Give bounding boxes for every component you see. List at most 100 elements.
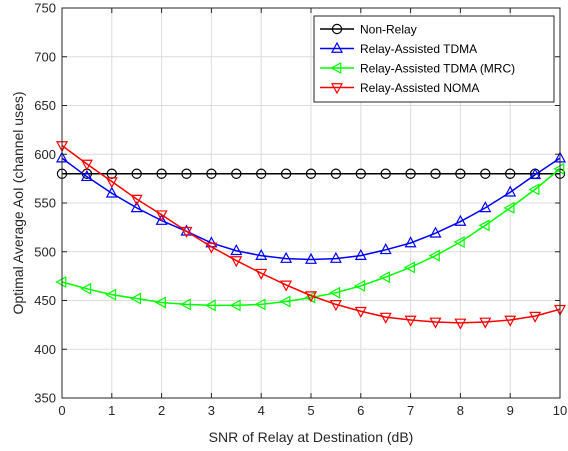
legend-marker	[330, 61, 342, 75]
y-tick-label: 400	[34, 342, 56, 357]
legend-item: Non-Relay	[320, 23, 417, 37]
data-point	[179, 298, 191, 311]
data-point	[230, 256, 243, 268]
data-point	[155, 210, 168, 222]
legend-marker	[331, 23, 343, 35]
data-point	[430, 168, 441, 179]
series-3	[55, 141, 567, 330]
data-point	[304, 252, 318, 264]
data-point	[504, 185, 517, 197]
data-point	[455, 168, 466, 179]
legend-label: Relay-Assisted TDMA	[360, 42, 477, 56]
data-point	[504, 315, 517, 327]
data-point	[279, 295, 291, 308]
x-tick-label: 7	[407, 403, 414, 418]
data-point	[280, 168, 292, 179]
series-line	[61, 144, 561, 324]
data-point	[453, 235, 465, 249]
data-point	[255, 268, 268, 280]
data-point	[429, 317, 442, 329]
legend-marker	[330, 41, 344, 53]
data-point	[505, 168, 516, 179]
data-point	[180, 226, 193, 239]
x-tick-label: 0	[58, 403, 65, 418]
legend-label: Relay-Assisted NOMA	[360, 81, 479, 95]
y-tick-label: 700	[34, 49, 56, 64]
data-point	[403, 261, 415, 274]
data-point	[129, 292, 142, 305]
data-point	[230, 244, 243, 256]
data-point	[255, 248, 268, 260]
data-point	[280, 280, 293, 292]
data-point	[254, 298, 266, 311]
data-point	[380, 168, 391, 179]
data-point	[429, 226, 442, 238]
data-point	[329, 286, 341, 299]
x-tick-label: 5	[307, 403, 314, 418]
data-point	[355, 168, 366, 179]
y-tick-label: 750	[34, 1, 56, 16]
data-point	[553, 162, 565, 175]
data-point	[503, 201, 515, 214]
data-point	[329, 251, 342, 263]
x-tick-label: 9	[507, 403, 514, 418]
data-point	[155, 213, 168, 225]
data-point	[156, 168, 167, 179]
x-tick-label: 10	[553, 403, 567, 418]
x-tick-label: 1	[108, 403, 115, 418]
data-point	[55, 275, 67, 288]
y-tick-label: 600	[34, 147, 56, 162]
data-point	[529, 167, 542, 180]
data-point	[231, 168, 242, 179]
series-2	[55, 162, 565, 312]
y-tick-label: 450	[34, 293, 56, 308]
legend-label: Relay-Assisted TDMA (MRC)	[360, 62, 515, 76]
data-point	[205, 242, 218, 254]
legend-item: Relay-Assisted TDMA (MRC)	[320, 62, 515, 76]
data-point	[528, 183, 540, 196]
y-tick-label: 350	[34, 391, 56, 406]
data-point	[354, 248, 367, 260]
axis-ticks: 0 1 2 3 4 5 6 7 8 9 10 350 400 450 500 550 600 650 700 750	[34, 1, 567, 419]
data-point	[305, 168, 317, 179]
data-point	[131, 168, 142, 179]
legend-item: Relay-Assisted TDMA	[320, 41, 477, 56]
data-point	[256, 168, 267, 179]
data-point	[204, 299, 216, 312]
data-point	[154, 296, 166, 309]
data-point	[206, 168, 217, 179]
data-point	[378, 271, 391, 284]
data-point	[529, 311, 542, 323]
data-point	[405, 168, 416, 179]
y-tick-label: 500	[34, 244, 56, 259]
data-point	[130, 201, 143, 213]
legend-item: Relay-Assisted NOMA	[320, 81, 479, 95]
data-point	[454, 318, 467, 330]
y-tick-label: 550	[34, 196, 56, 211]
data-point	[354, 279, 366, 292]
legend-marker	[330, 83, 344, 95]
x-tick-label: 2	[158, 403, 165, 418]
x-tick-label: 8	[457, 403, 464, 418]
x-tick-label: 6	[357, 403, 364, 418]
data-point	[478, 219, 490, 232]
data-point	[280, 251, 293, 263]
legend-label: Non-Relay	[360, 23, 417, 37]
series-line	[61, 168, 561, 307]
data-point	[454, 214, 467, 226]
legend: Non-Relay Relay-Assisted TDMA Relay-Assist…	[313, 15, 555, 103]
data-point	[80, 282, 92, 295]
data-point	[480, 168, 491, 179]
x-tick-label: 3	[208, 403, 215, 418]
y-tick-label: 650	[34, 98, 56, 113]
data-point	[229, 299, 241, 312]
data-point	[354, 306, 367, 318]
y-axis-label: Optimal Average AoI (channel uses)	[10, 91, 26, 314]
data-point	[428, 249, 440, 262]
series-0	[56, 168, 566, 179]
data-point	[105, 177, 118, 189]
x-axis-label: SNR of Relay at Destination (dB)	[209, 429, 414, 445]
data-point	[379, 243, 392, 255]
data-point	[379, 312, 392, 324]
data-point	[181, 168, 192, 179]
